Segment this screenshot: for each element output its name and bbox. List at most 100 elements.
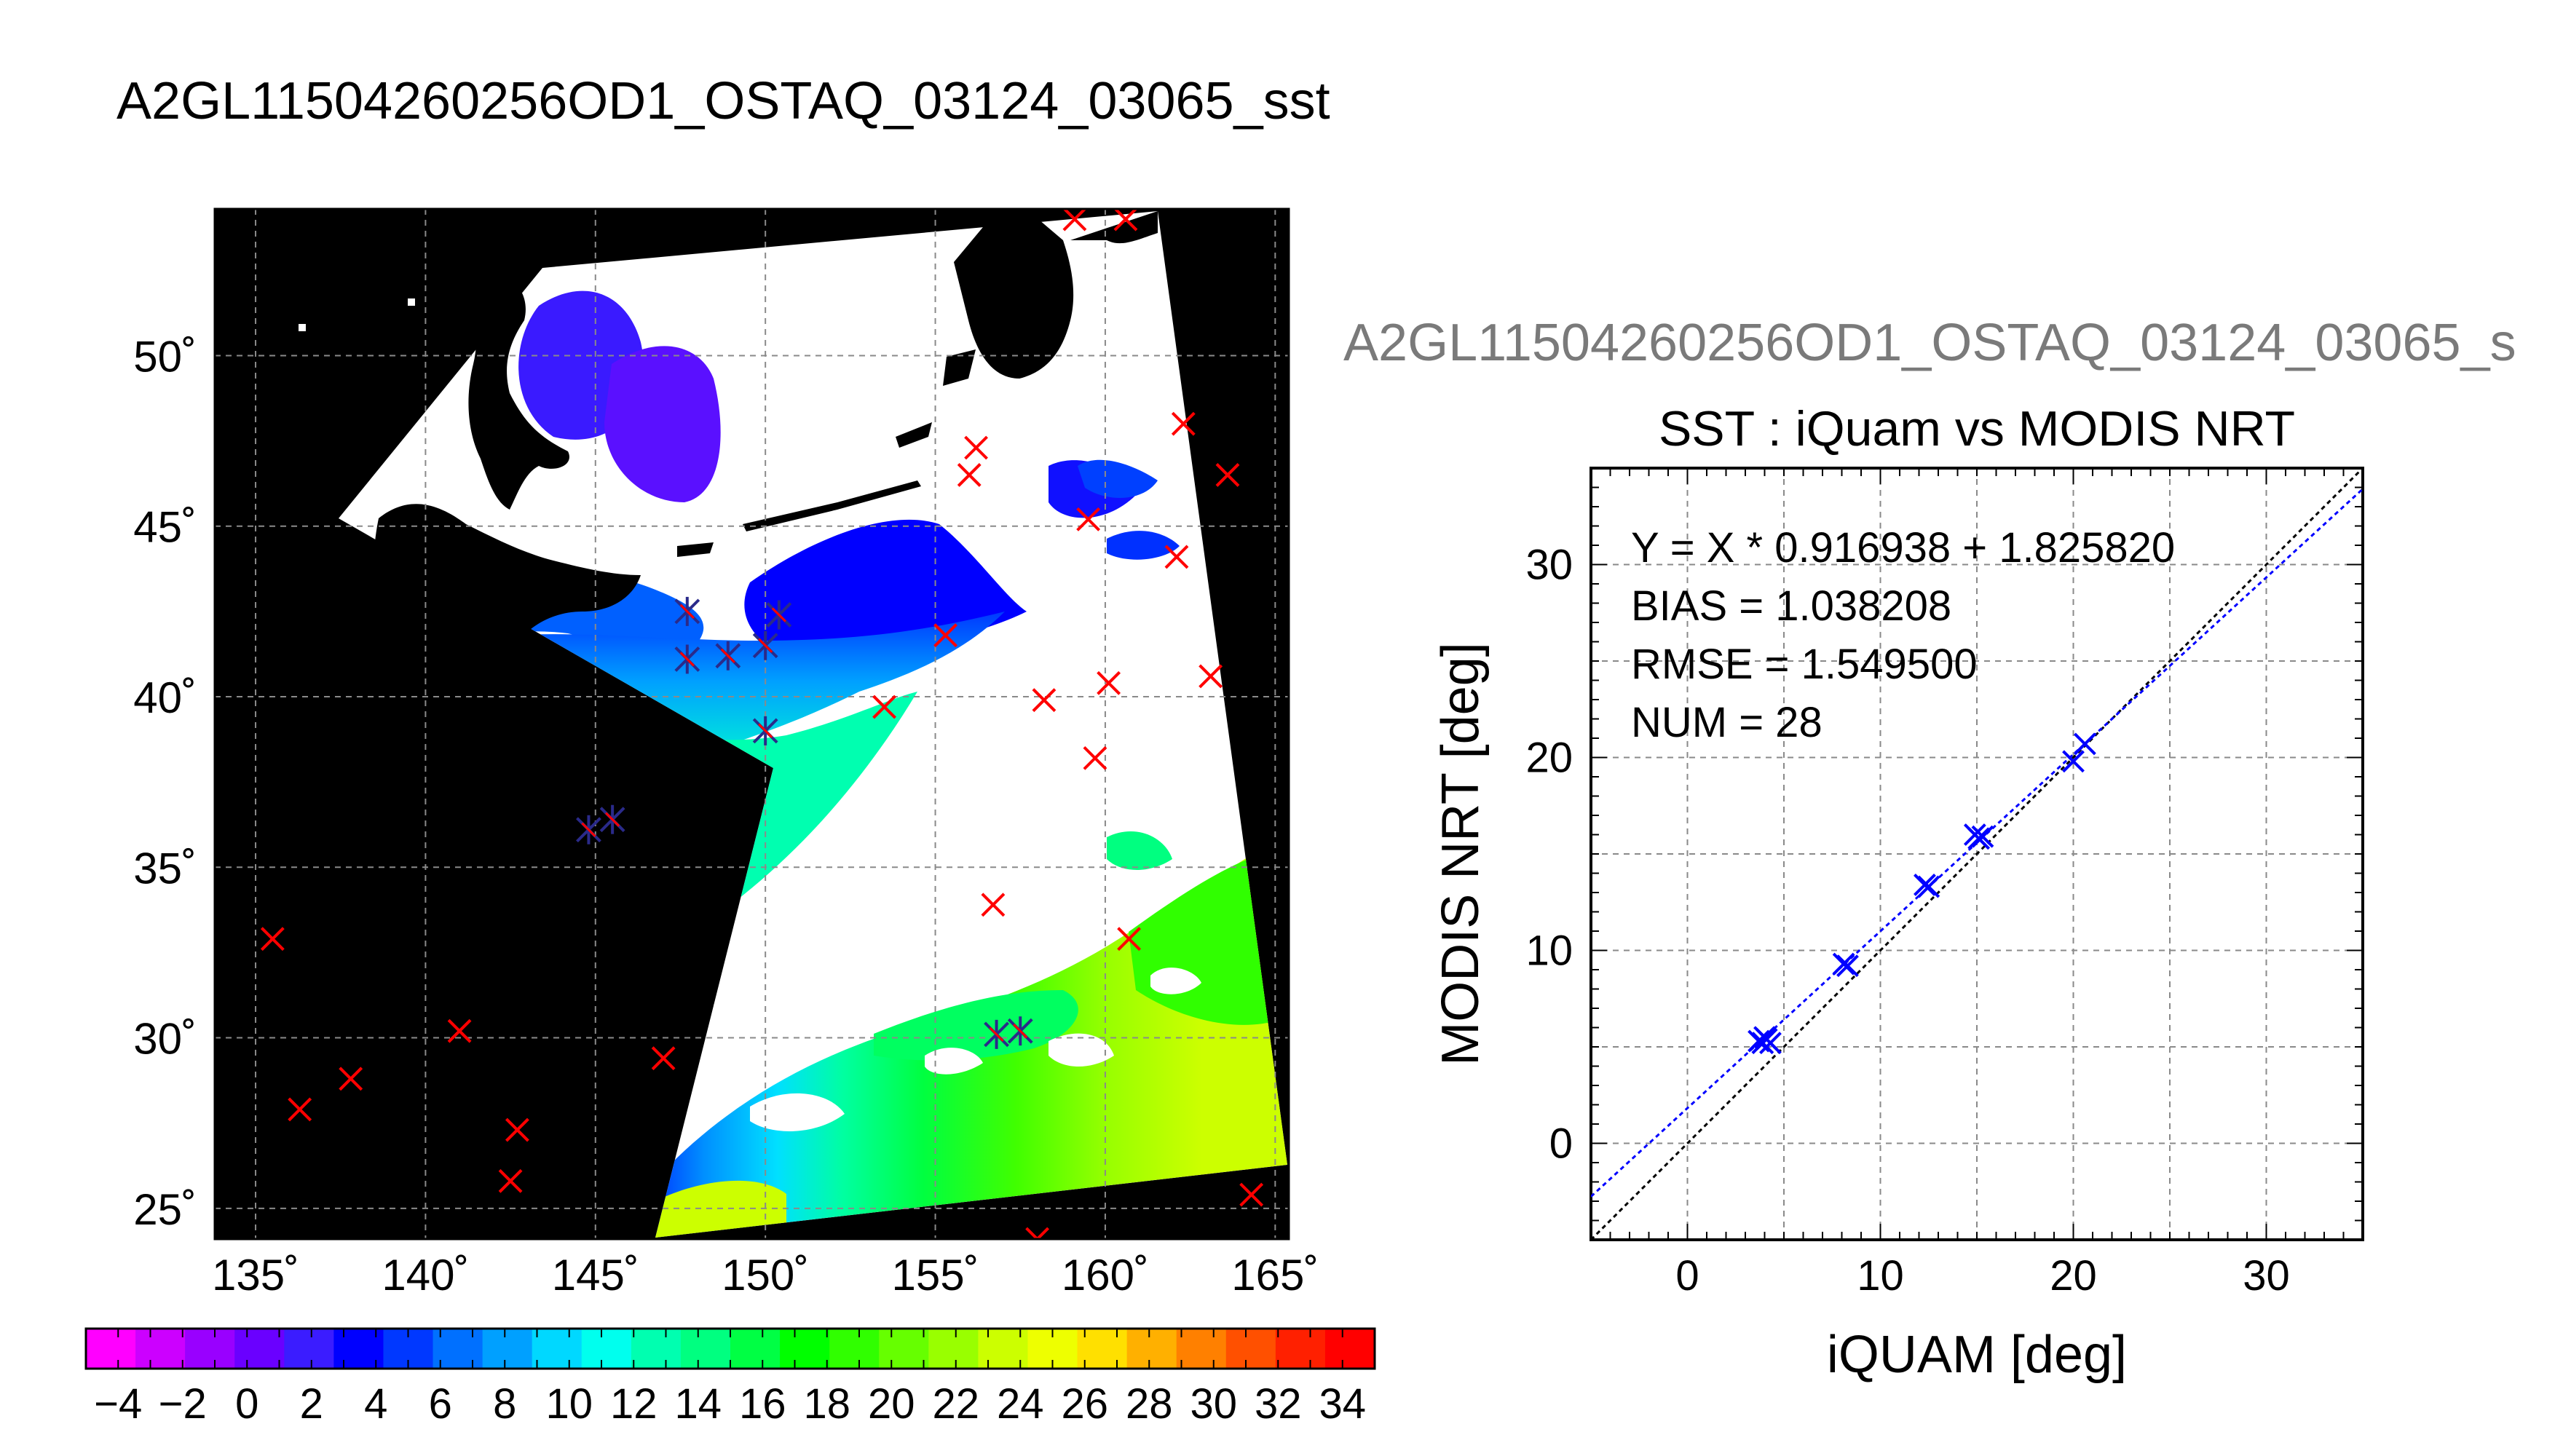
colorbar: −4 −2 0 2 4 6 8 10 12 14 16 18 20 22 24 26 28 30 32 34 <box>84 1327 1376 1428</box>
colorbar-label: 10 <box>545 1380 593 1428</box>
colorbar-label: −4 <box>94 1380 142 1428</box>
colorbar-label: 24 <box>997 1380 1044 1428</box>
colorbar-cell <box>581 1329 632 1369</box>
map-lon-label: 160˚ <box>1062 1251 1149 1299</box>
colorbar-label: 34 <box>1319 1380 1366 1428</box>
colorbar-label: 0 <box>235 1380 258 1428</box>
iquam-point-marker <box>505 1117 529 1142</box>
scatter-y-tick-label: 20 <box>1525 735 1573 782</box>
matched-point-marker <box>715 641 741 670</box>
identity-line <box>1591 468 2363 1240</box>
colorbar-label: 2 <box>300 1380 323 1428</box>
iquam-point-marker <box>651 1046 676 1071</box>
matched-point-marker <box>752 630 778 660</box>
colorbar-cell <box>631 1329 682 1369</box>
iquam-point-marker <box>1164 545 1189 569</box>
colorbar-cell <box>780 1329 830 1369</box>
map-lat-label: 50˚ <box>133 332 197 381</box>
matched-point-marker <box>984 1019 1009 1049</box>
matched-point-marker <box>1007 1016 1033 1046</box>
map-lon-label: 165˚ <box>1231 1251 1319 1299</box>
colorbar-cell <box>1126 1329 1177 1369</box>
colorbar-cell <box>928 1329 979 1369</box>
colorbar-labels: −4 −2 0 2 4 6 8 10 12 14 16 18 20 22 24 26 28 30 32 34 <box>94 1380 1366 1428</box>
matched-point-marker <box>766 600 792 630</box>
colorbar-label: 22 <box>932 1380 979 1428</box>
iquam-point-marker <box>260 927 285 951</box>
colorbar-cell <box>284 1329 334 1369</box>
iquam-point-marker <box>964 435 988 460</box>
colorbar-label: 4 <box>364 1380 387 1428</box>
map-lon-labels: 135˚ 140˚ 145˚ 150˚ 155˚ 160˚ 165˚ <box>212 1251 1319 1299</box>
scatter-stat-line: Y = X * 0.916938 + 1.825820 <box>1631 524 2175 571</box>
scatter-plot: SST : iQuam vs MODIS NRT Y = X * 0.91693… <box>1431 401 2364 1384</box>
sst-map: 50˚45˚40˚35˚30˚25˚ 135˚ 140˚ 145˚ 150˚ 155˚ 1… <box>133 207 1319 1299</box>
iquam-point-marker <box>933 623 957 648</box>
colorbar-label: 8 <box>493 1380 516 1428</box>
colorbar-cell <box>680 1329 731 1369</box>
iquam-point-marker <box>1239 1182 1264 1207</box>
scatter-x-tick-label: 0 <box>1675 1252 1699 1299</box>
colorbar-cell <box>433 1329 483 1369</box>
colorbar-label: 16 <box>739 1380 786 1428</box>
iquam-point-marker <box>1097 670 1121 695</box>
scatter-x-tick-label: 30 <box>2243 1252 2290 1299</box>
scatter-x-tick-label: 20 <box>2050 1252 2097 1299</box>
colorbar-cell <box>1077 1329 1128 1369</box>
page-title: A2GL11504260256OD1_OSTAQ_03124_03065_sst <box>117 72 1330 130</box>
map-lon-label: 150˚ <box>722 1251 809 1299</box>
colorbar-cell <box>1324 1329 1375 1369</box>
scatter-x-tick-labels: 0 10 20 30 <box>1675 1252 2289 1299</box>
scatter-stat-line: RMSE = 1.549500 <box>1631 641 1978 688</box>
iquam-point-marker <box>1198 664 1223 689</box>
colorbar-label: 20 <box>868 1380 915 1428</box>
iquam-point-marker <box>1117 927 1142 951</box>
scatter-title: SST : iQuam vs MODIS NRT <box>1659 401 2295 456</box>
iquam-point-marker <box>288 1097 312 1122</box>
colorbar-label: 18 <box>803 1380 850 1428</box>
scatter-point <box>1971 825 1994 848</box>
scatter-stat-line: BIAS = 1.038208 <box>1631 582 1951 630</box>
iquam-point-marker <box>498 1168 523 1193</box>
iquam-point-marker <box>1032 688 1057 713</box>
map-lat-label: 30˚ <box>133 1015 197 1064</box>
map-lat-label: 25˚ <box>133 1185 197 1234</box>
matched-point-marker <box>599 804 625 834</box>
scatter-minor-ticks <box>1591 468 2363 1240</box>
map-lon-label: 140˚ <box>382 1251 469 1299</box>
iquam-point-marker <box>1113 209 1138 232</box>
map-lon-label: 155˚ <box>892 1251 979 1299</box>
colorbar-cell <box>482 1329 533 1369</box>
map-grid <box>215 209 1289 1239</box>
iquam-point-marker <box>339 1067 363 1091</box>
map-lat-label: 35˚ <box>133 844 197 893</box>
colorbar-label: 6 <box>429 1380 452 1428</box>
colorbar-cell <box>1275 1329 1326 1369</box>
colorbar-cell <box>879 1329 929 1369</box>
scatter-stats: Y = X * 0.916938 + 1.825820 BIAS = 1.0382… <box>1631 524 2175 746</box>
colorbar-label: 30 <box>1190 1380 1237 1428</box>
scatter-x-tick-label: 10 <box>1857 1252 1904 1299</box>
iquam-point-marker <box>1171 411 1196 436</box>
scatter-y-label: MODIS NRT [deg] <box>1431 642 1490 1066</box>
colorbar-label: 28 <box>1126 1380 1173 1428</box>
iquam-point-marker <box>1083 745 1107 770</box>
colorbar-label: 14 <box>674 1380 722 1428</box>
map-lon-label: 145˚ <box>552 1251 639 1299</box>
scatter-stat-line: NUM = 28 <box>1631 699 1823 746</box>
colorbar-cells <box>86 1329 1375 1369</box>
scatter-point <box>1917 875 1940 898</box>
scatter-point <box>1759 1032 1782 1055</box>
colorbar-cell <box>135 1329 186 1369</box>
matched-point-marker <box>752 716 778 745</box>
iquam-point-marker <box>1062 209 1087 232</box>
colorbar-label: 32 <box>1255 1380 1302 1428</box>
colorbar-cell <box>185 1329 235 1369</box>
scatter-point <box>2073 732 2096 756</box>
colorbar-ticks <box>117 1329 1343 1369</box>
colorbar-cell <box>86 1329 136 1369</box>
matched-point-marker <box>674 644 700 674</box>
map-lon-label: 135˚ <box>212 1251 299 1299</box>
iquam-point-marker <box>981 893 1006 917</box>
